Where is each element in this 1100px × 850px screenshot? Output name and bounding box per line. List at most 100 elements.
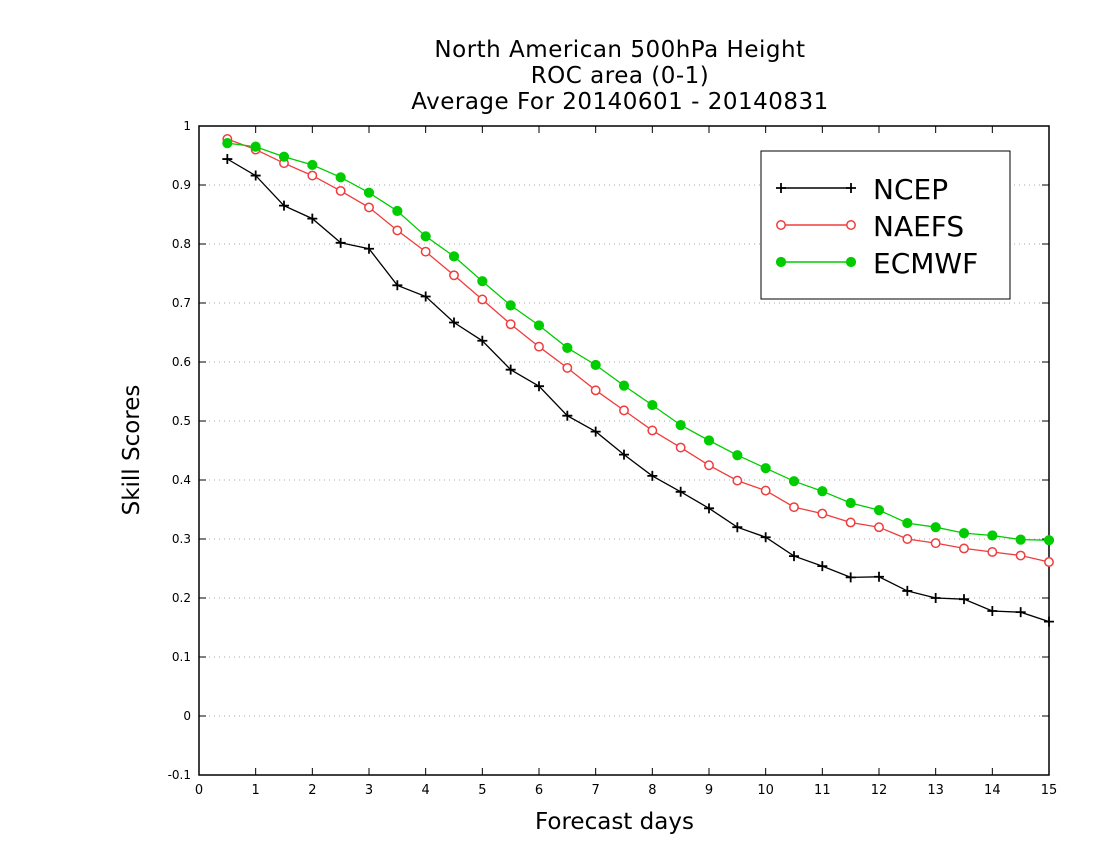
data-point-ecmwf (590, 359, 601, 371)
data-point-naefs (1044, 557, 1054, 567)
y-tick-label: 0.3 (172, 532, 191, 546)
data-point-naefs (987, 547, 998, 557)
data-point-ncep (704, 503, 714, 514)
data-point-ecmwf (647, 399, 658, 411)
data-point-naefs (619, 405, 629, 416)
legend-marker-ecmwf (775, 256, 787, 268)
data-point-ecmwf (703, 435, 715, 446)
data-point-ecmwf (505, 300, 516, 311)
data-point-naefs (477, 294, 488, 305)
data-point-naefs (647, 425, 658, 436)
data-point-ecmwf (335, 172, 346, 183)
data-point-ecmwf (448, 251, 460, 262)
data-point-ncep (817, 561, 828, 572)
data-point-ncep (902, 585, 913, 596)
y-tick-label: 0.5 (172, 414, 191, 428)
legend-label-ecmwf: ECMWF (873, 247, 978, 280)
data-point-naefs (675, 442, 686, 453)
data-point-ncep (732, 522, 743, 533)
data-point-ncep (987, 605, 998, 616)
data-point-ecmwf (788, 476, 800, 487)
x-tick-label: 9 (705, 783, 713, 798)
data-point-naefs (534, 341, 544, 352)
data-point-ecmwf (817, 486, 828, 497)
data-point-ncep (250, 170, 261, 181)
y-tick-label: 1 (183, 119, 191, 133)
data-point-ncep (364, 243, 374, 254)
data-point-ncep (1015, 607, 1026, 618)
data-point-ncep (874, 571, 884, 582)
y-tick-label: -0.1 (168, 768, 191, 782)
data-point-ecmwf (618, 380, 630, 391)
x-axis-label: Forecast days (535, 809, 694, 835)
data-point-ncep (420, 291, 431, 302)
data-point-ecmwf (987, 530, 998, 541)
data-point-naefs (760, 485, 771, 496)
data-point-ecmwf (250, 141, 261, 152)
data-point-naefs (732, 475, 743, 486)
y-tick-label: 0.6 (172, 355, 191, 369)
data-point-ecmwf (873, 504, 885, 516)
y-tick-label: 0.4 (172, 473, 191, 487)
legend-marker-ncep (846, 183, 856, 193)
y-tick-label: 0 (183, 709, 191, 723)
data-point-ecmwf (420, 231, 431, 242)
y-axis-label: Skill Scores (119, 384, 145, 516)
data-point-ecmwf (222, 138, 233, 149)
data-point-ncep (279, 200, 289, 211)
x-tick-label: 12 (871, 783, 888, 798)
data-point-ecmwf (845, 497, 856, 509)
data-point-naefs (505, 319, 516, 330)
data-point-ncep (222, 154, 233, 165)
data-point-ncep (959, 594, 969, 605)
y-tick-label: 0.2 (172, 591, 191, 605)
data-point-ncep (477, 335, 488, 346)
data-point-ncep (845, 572, 856, 583)
data-point-naefs (449, 270, 459, 281)
x-tick-label: 13 (927, 783, 944, 798)
data-point-naefs (959, 543, 969, 554)
data-point-naefs (930, 538, 941, 549)
data-point-naefs (874, 522, 884, 533)
x-tick-label: 1 (252, 783, 260, 798)
data-point-ecmwf (533, 320, 545, 331)
data-point-ecmwf (930, 522, 941, 533)
data-point-ncep (930, 593, 941, 603)
x-tick-label: 10 (757, 783, 774, 798)
data-point-naefs (364, 202, 374, 213)
y-tick-label: 0.8 (172, 237, 191, 251)
x-tick-label: 0 (195, 783, 203, 798)
chart-title-line-2: ROC area (0-1) (530, 63, 710, 89)
x-tick-label: 11 (814, 783, 831, 798)
data-point-ncep (307, 213, 318, 224)
data-point-ecmwf (958, 528, 970, 539)
data-point-ncep (392, 280, 403, 291)
data-point-ncep (449, 317, 459, 328)
x-tick-label: 5 (478, 783, 486, 798)
data-point-ncep (760, 532, 771, 543)
data-point-ncep (590, 426, 601, 437)
data-point-ecmwf (760, 463, 771, 474)
legend-marker-naefs (846, 220, 856, 230)
data-point-ecmwf (278, 151, 290, 162)
data-point-ecmwf (392, 205, 403, 217)
data-point-naefs (1015, 550, 1026, 561)
data-point-ecmwf (732, 450, 743, 461)
series-line-ncep (226, 158, 1050, 623)
data-point-ecmwf (363, 187, 375, 198)
data-point-naefs (307, 170, 318, 181)
data-point-ncep (505, 364, 516, 375)
data-point-naefs (902, 534, 913, 544)
data-point-naefs (420, 246, 431, 257)
data-point-ncep (335, 237, 346, 248)
data-point-naefs (845, 517, 856, 528)
data-point-naefs (562, 362, 573, 373)
data-point-ncep (675, 486, 686, 497)
legend-marker-ncep (776, 183, 786, 193)
data-point-ecmwf (675, 420, 686, 431)
data-point-ncep (562, 410, 573, 421)
legend-marker-naefs (776, 220, 786, 230)
data-point-ecmwf (1043, 535, 1055, 546)
x-tick-label: 15 (1041, 783, 1058, 798)
